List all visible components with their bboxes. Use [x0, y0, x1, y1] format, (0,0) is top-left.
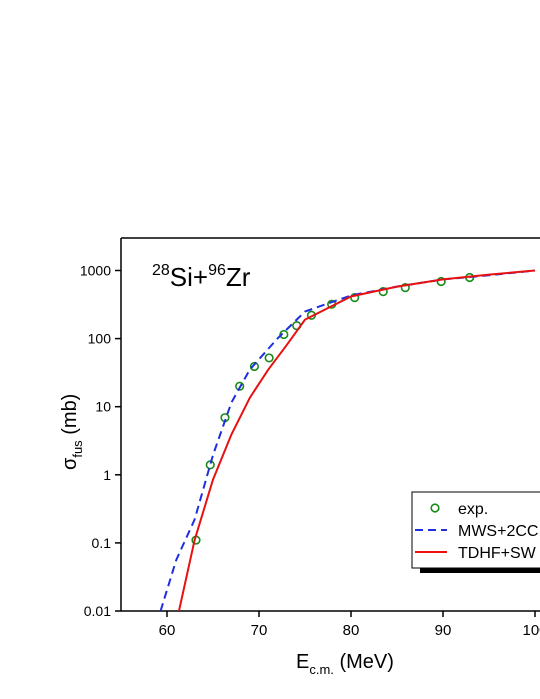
legend-marker [430, 503, 440, 513]
data-point [436, 276, 446, 287]
x-tick-label: 90 [435, 622, 452, 639]
data-point [378, 286, 388, 297]
x-tick-label: 60 [159, 622, 176, 639]
y-tick-label: 1000 [80, 262, 111, 278]
y-tick-label: 10 [95, 399, 111, 415]
data-point [264, 353, 274, 363]
data-point [400, 283, 410, 293]
series-line [159, 269, 536, 611]
data-point [249, 361, 259, 372]
legend-label: exp. [458, 501, 488, 518]
series-line [177, 269, 536, 611]
legend-shadow [420, 568, 540, 573]
legend-label: TDHF+SW [458, 545, 537, 562]
y-tick-label: 0.1 [92, 535, 112, 551]
x-axis-label: Ec.m. (MeV) [296, 651, 394, 677]
y-axis-label: σfus (mb) [59, 394, 85, 470]
x-tick-label: 80 [343, 622, 360, 639]
data-point [205, 460, 215, 470]
data-point [279, 329, 289, 340]
y-tick-label: 1 [103, 467, 111, 483]
x-tick-label: 100 [522, 622, 540, 639]
x-tick-label: 70 [251, 622, 268, 639]
y-tick-label: 100 [88, 331, 112, 347]
legend-label: MWS+2CC [458, 523, 538, 540]
annotation: 28Si+96Zr [152, 262, 251, 292]
y-tick-label: 0.01 [84, 603, 111, 619]
data-point [235, 381, 245, 391]
